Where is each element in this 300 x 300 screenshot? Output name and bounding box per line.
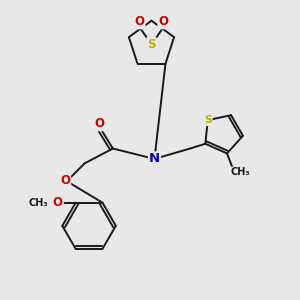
Text: CH₃: CH₃ bbox=[231, 167, 250, 177]
Text: CH₃: CH₃ bbox=[28, 198, 48, 208]
Text: S: S bbox=[204, 115, 212, 125]
Text: O: O bbox=[158, 15, 168, 28]
Text: O: O bbox=[135, 15, 145, 28]
Text: S: S bbox=[147, 38, 156, 51]
Text: O: O bbox=[53, 196, 63, 209]
Text: O: O bbox=[94, 117, 104, 130]
Text: N: N bbox=[149, 152, 160, 165]
Text: O: O bbox=[60, 174, 70, 187]
